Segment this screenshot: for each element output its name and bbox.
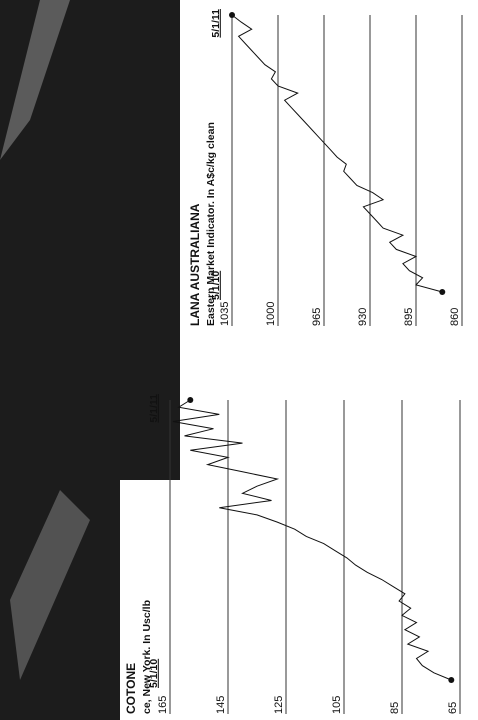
y-tick-label: 145 [215, 696, 227, 714]
photo-detail [10, 490, 90, 680]
y-tick-label: 165 [157, 696, 169, 714]
chart-title: COTONE [124, 663, 138, 714]
y-tick-label: 895 [403, 308, 415, 326]
y-tick-label: 105 [331, 696, 343, 714]
rotated-page: COTONE ce, New York. In Usc/lb 165 145 125 10… [0, 0, 463, 720]
x-tick-label: 5/1/11 [148, 394, 160, 423]
chart-subtitle: ce, New York. In Usc/lb [141, 600, 153, 714]
data-line [231, 14, 443, 293]
photo [0, 0, 180, 480]
data-line [172, 399, 452, 681]
y-tick-label: 1000 [265, 302, 277, 326]
y-tick-label: 85 [389, 702, 401, 714]
end-dot [448, 677, 455, 683]
x-tick-label: 5/1/11 [210, 9, 222, 38]
y-tick-label: 930 [357, 308, 369, 326]
y-tick-label: 860 [449, 308, 461, 326]
chart-subtitle: Eastern Market Indicator. In A$c/kg clea… [205, 122, 217, 326]
x-tick-label: 5/1/10 [148, 659, 160, 688]
x-tick-label: 5/1/10 [210, 271, 222, 300]
y-tick-label: 965 [311, 308, 323, 326]
end-dot [229, 12, 235, 18]
chart-title: LANA AUSTRALIANA [188, 203, 202, 326]
y-tick-label: 1035 [219, 302, 231, 326]
end-dot [439, 289, 446, 295]
y-tick-label: 125 [273, 696, 285, 714]
y-tick-label: 65 [447, 702, 459, 714]
photo-detail [0, 0, 70, 160]
end-dot [187, 397, 194, 403]
